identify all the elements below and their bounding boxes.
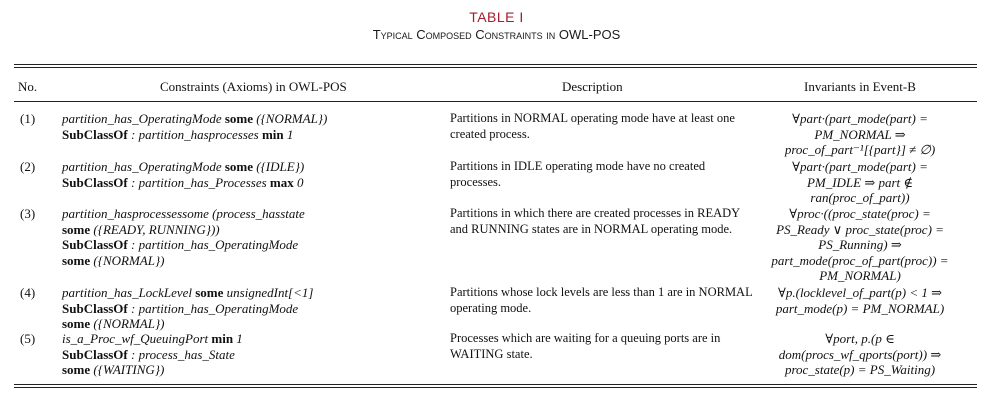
constraint-line: some ({READY, RUNNING})) — [62, 221, 220, 237]
row-number: (1) — [20, 111, 36, 126]
invariant-line: ∀part·(part_mode(part) = — [792, 111, 928, 126]
invariant-line: PM_NORMAL ⇒ — [814, 126, 906, 142]
invariant-line: proc_state(p) = PS_Waiting) — [784, 362, 936, 377]
description-cell: Partitions in NORMAL operating mode have… — [450, 111, 735, 141]
constraint-line: partition_has_OperatingMode some ({IDLE}… — [62, 159, 305, 174]
row-number: (5) — [20, 331, 36, 346]
description-cell: Partitions in which there are created pr… — [450, 206, 740, 236]
invariant-line: part_mode(proc_of_part(proc)) = — [771, 252, 949, 268]
table-number: TABLE I — [469, 9, 524, 25]
row-number: (2) — [20, 159, 36, 174]
header-rule — [14, 101, 977, 102]
invariant-line: PM_IDLE ⇒ part ∉ — [806, 174, 914, 190]
constraint-cell: partition_has_OperatingMode some ({IDLE}… — [62, 159, 304, 190]
invariant-line: ∀part·(part_mode(part) = — [792, 159, 928, 174]
table-caption: Typical Composed Constraints in OWL-POS — [372, 27, 621, 42]
header-no: No. — [18, 79, 38, 94]
bottom-rule-1 — [14, 384, 977, 385]
invariant-cell: ∀p.(locklevel_of_part(p) < 1 ⇒ part_mode… — [740, 285, 980, 316]
constraint-cell: partition_hasprocessessome (process_hass… — [62, 206, 305, 268]
invariant-cell: ∀proc·((proc_state(proc) = PS_Ready ∨ pr… — [740, 206, 980, 284]
invariant-line: PM_NORMAL) — [819, 268, 901, 283]
invariant-line: dom(procs_wf_qports(port)) ⇒ — [778, 346, 942, 362]
header-constraints: Constraints (Axioms) in OWL-POS — [160, 79, 347, 94]
row-number: (4) — [20, 285, 36, 300]
invariant-cell: ∀part·(part_mode(part) = PM_IDLE ⇒ part … — [740, 159, 980, 206]
description-cell: Partitions in IDLE operating mode have n… — [450, 159, 706, 189]
header-description: Description — [562, 79, 623, 94]
bottom-rule-2 — [14, 387, 977, 388]
constraint-line: partition_hasprocessessome (process_hass… — [62, 206, 305, 221]
constraint-line: SubClassOf : partition_has_OperatingMode — [62, 237, 299, 252]
constraint-line: some ({WAITING}) — [62, 362, 165, 377]
constraint-line: SubClassOf : partition_has_OperatingMode — [62, 300, 299, 316]
constraint-line: is_a_Proc_wf_QueuingPort min 1 — [62, 331, 243, 346]
description-cell: Partitions whose lock levels are less th… — [450, 285, 753, 315]
invariant-line: ∀port, p.(p ∈ — [825, 331, 895, 346]
invariant-line: ∀proc·((proc_state(proc) = — [789, 206, 931, 221]
invariant-cell: ∀part·(part_mode(part) = PM_NORMAL ⇒ pro… — [740, 111, 980, 158]
invariant-line: ran(proc_of_part)) — [810, 190, 910, 205]
invariant-line: part_mode(p) = PM_NORMAL) — [775, 300, 945, 316]
invariant-cell: ∀port, p.(p ∈ dom(procs_wf_qports(port))… — [740, 331, 980, 378]
invariant-line: PS_Running) ⇒ — [818, 237, 902, 252]
constraint-line: some ({NORMAL}) — [62, 316, 165, 331]
constraint-line: SubClassOf : partition_hasprocesses min … — [62, 126, 294, 142]
top-rule-1 — [14, 64, 977, 65]
top-rule-2 — [14, 67, 977, 68]
invariant-line: ∀p.(locklevel_of_part(p) < 1 ⇒ — [778, 285, 942, 300]
constraint-line: SubClassOf : partition_has_Processes max… — [62, 174, 304, 190]
description-cell: Processes which are waiting for a queuin… — [450, 331, 721, 361]
header-invariants: Invariants in Event-B — [804, 79, 916, 94]
invariant-line: PS_Ready ∨ proc_state(proc) = — [776, 221, 944, 237]
constraint-line: partition_has_LockLevel some unsignedInt… — [62, 285, 314, 300]
constraint-cell: is_a_Proc_wf_QueuingPort min 1 SubClassO… — [62, 331, 243, 378]
constraint-cell: partition_has_LockLevel some unsignedInt… — [62, 285, 313, 332]
constraint-line: some ({NORMAL}) — [62, 252, 165, 268]
constraint-cell: partition_has_OperatingMode some ({NORMA… — [62, 111, 327, 142]
constraint-line: SubClassOf : process_has_State — [62, 346, 235, 362]
invariant-line: proc_of_part⁻¹[{part}] ≠ ∅) — [784, 142, 936, 157]
row-number: (3) — [20, 206, 36, 221]
constraint-line: partition_has_OperatingMode some ({NORMA… — [62, 111, 328, 126]
